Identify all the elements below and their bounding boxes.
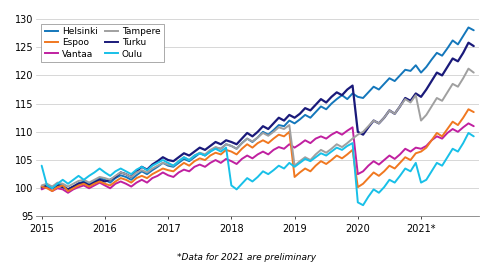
Turku (471, 45, 477, 48)
Tampere (49, 185, 55, 188)
Helsinki (107, 181, 113, 184)
Oulu (360, 204, 366, 207)
Turku (465, 41, 471, 44)
Helsinki (133, 174, 139, 177)
Tampere (381, 116, 387, 119)
Turku (107, 178, 113, 181)
Line: Helsinki: Helsinki (41, 28, 474, 189)
Oulu (350, 142, 356, 145)
Tampere (70, 182, 76, 185)
Helsinki (471, 29, 477, 32)
Tampere (107, 178, 113, 181)
Espoo (471, 111, 477, 114)
Vantaa (465, 122, 471, 125)
Tampere (302, 156, 308, 159)
Oulu (381, 186, 387, 189)
Turku (65, 188, 71, 191)
Legend: Helsinki, Espoo, Vantaa, Tampere, Turku, Oulu: Helsinki, Espoo, Vantaa, Tampere, Turku,… (41, 24, 164, 62)
Vantaa (65, 191, 71, 194)
Oulu (128, 173, 134, 176)
Oulu (102, 171, 108, 174)
Espoo (49, 189, 55, 193)
Espoo (355, 186, 361, 189)
Turku (355, 130, 361, 133)
Helsinki (465, 26, 471, 29)
Helsinki (381, 82, 387, 86)
Turku (133, 170, 139, 173)
Turku (381, 116, 387, 119)
Vantaa (302, 139, 308, 142)
Helsinki (39, 187, 44, 190)
Espoo (107, 184, 113, 187)
Oulu (471, 135, 477, 138)
Oulu (465, 131, 471, 135)
Tampere (355, 133, 361, 136)
Turku (302, 107, 308, 110)
Turku (39, 186, 44, 189)
Line: Turku: Turku (41, 43, 474, 189)
Line: Tampere: Tampere (41, 69, 474, 187)
Vantaa (39, 188, 44, 191)
Tampere (133, 171, 139, 174)
Vantaa (107, 187, 113, 190)
Vantaa (381, 158, 387, 162)
Vantaa (133, 181, 139, 184)
Helsinki (302, 113, 308, 117)
Espoo (465, 108, 471, 111)
Helsinki (65, 188, 71, 191)
Vantaa (355, 173, 361, 176)
Helsinki (355, 95, 361, 98)
Vantaa (471, 125, 477, 128)
Oulu (297, 161, 303, 165)
Oulu (65, 182, 71, 185)
Line: Espoo: Espoo (41, 109, 474, 191)
Espoo (381, 170, 387, 173)
Espoo (39, 185, 44, 188)
Tampere (465, 67, 471, 70)
Text: *Data for 2021 are preliminary: *Data for 2021 are preliminary (177, 253, 317, 262)
Tampere (39, 184, 44, 187)
Espoo (302, 167, 308, 170)
Tampere (471, 71, 477, 74)
Espoo (70, 187, 76, 190)
Oulu (39, 164, 44, 167)
Line: Oulu: Oulu (41, 133, 474, 205)
Espoo (133, 176, 139, 180)
Helsinki (70, 185, 76, 188)
Vantaa (70, 188, 76, 191)
Line: Vantaa: Vantaa (41, 123, 474, 193)
Turku (70, 185, 76, 188)
